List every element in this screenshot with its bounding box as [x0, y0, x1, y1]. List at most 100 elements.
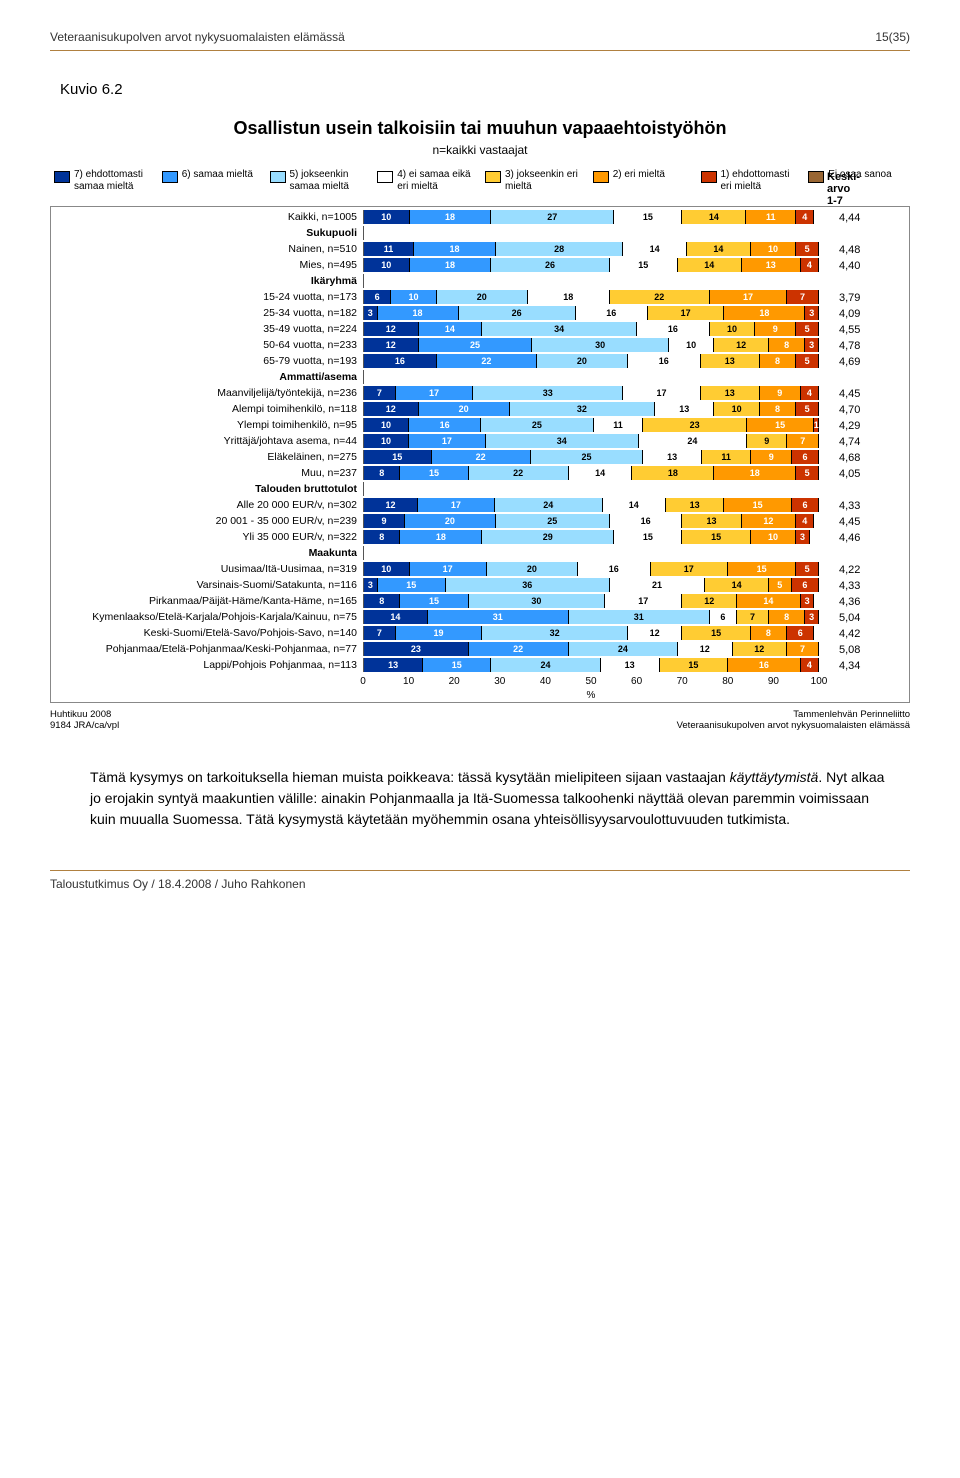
bar-segment: 4 — [796, 210, 814, 224]
bar-segment: 14 — [364, 610, 428, 624]
axis-tick: 70 — [677, 676, 688, 687]
bar-segment: 4 — [801, 658, 819, 672]
legend-item: 5) jokseenkin samaa mieltä — [270, 169, 368, 192]
bar-segment: 9 — [747, 434, 788, 448]
bar-segment: 17 — [623, 386, 700, 400]
bar-segment: 25 — [531, 450, 644, 464]
chart-row: Kaikki, n=100510182715141144,44 — [53, 209, 819, 225]
bar-segment: 32 — [510, 402, 656, 416]
bar-segment: 18 — [632, 466, 714, 480]
chart-legend: 7) ehdottomasti samaa mieltä6) samaa mie… — [50, 169, 910, 192]
row-average: 4,45 — [839, 516, 899, 528]
row-average: 5,04 — [839, 612, 899, 624]
bar-segment: 12 — [678, 642, 733, 656]
chart-row: Lappi/Pohjois Pohjanmaa, n=1131315241315… — [53, 657, 819, 673]
legend-label: 5) jokseenkin samaa mieltä — [290, 169, 368, 192]
chart-row: Yli 35 000 EUR/v, n=3228182915151034,46 — [53, 529, 819, 545]
bar-segment: 18 — [378, 306, 459, 320]
bar-track: 12172414131564,33 — [363, 498, 819, 512]
row-label: Pohjanmaa/Etelä-Pohjanmaa/Keski-Pohjanma… — [53, 643, 363, 655]
bar-segment: 10 — [714, 402, 760, 416]
bar-segment: 8 — [769, 610, 805, 624]
bar-segment: 13 — [643, 450, 702, 464]
bar-segment: 28 — [496, 242, 623, 256]
bar-segment: 23 — [364, 642, 469, 656]
row-label: Mies, n=495 — [53, 259, 363, 271]
bar-track: 10162511231514,29 — [363, 418, 819, 432]
bar-segment: 18 — [400, 530, 482, 544]
bar-segment: 26 — [459, 306, 576, 320]
bar-track: 8182915151034,46 — [363, 530, 819, 544]
bar-segment: 10 — [364, 258, 410, 272]
bar-segment: 14 — [705, 578, 769, 592]
legend-label: 6) samaa mieltä — [182, 169, 253, 181]
bar-segment: 15 — [660, 658, 728, 672]
chart-row: 65-79 vuotta, n=1931622201613854,69 — [53, 353, 819, 369]
row-average: 4,34 — [839, 660, 899, 672]
legend-swatch — [808, 171, 824, 183]
bar-track: 6102018221773,79 — [363, 290, 819, 304]
bar-track: 8153017121434,36 — [363, 594, 819, 608]
bar-track: 719321215864,42 — [363, 626, 819, 640]
header-left: Veteraanisukupolven arvot nykysuomalaist… — [50, 30, 345, 44]
bar-segment: 34 — [482, 322, 637, 336]
bar-segment: 15 — [724, 498, 792, 512]
bar-segment: 17 — [710, 290, 787, 304]
bar-segment: 3 — [801, 594, 815, 608]
bar-segment: 18 — [414, 242, 496, 256]
bar-segment: 12 — [714, 338, 769, 352]
bar-segment: 17 — [651, 562, 728, 576]
row-average: 4,55 — [839, 324, 899, 336]
row-average: 4,42 — [839, 628, 899, 640]
axis-tick: 80 — [722, 676, 733, 687]
bar-segment: 17 — [605, 594, 682, 608]
bar-track: 1225301012834,78 — [363, 338, 819, 352]
chart-footer: Huhtikuu 2008 9184 JRA/ca/vpl Tammenlehv… — [50, 709, 910, 731]
bar-segment: 16 — [578, 562, 651, 576]
chart-row: Alle 20 000 EUR/v, n=30212172414131564,3… — [53, 497, 819, 513]
chart-row: Talouden bruttotulot — [53, 481, 819, 497]
bar-segment: 7 — [364, 626, 396, 640]
legend-swatch — [162, 171, 178, 183]
chart-row: Ammatti/asema — [53, 369, 819, 385]
bar-track — [363, 370, 819, 384]
avg-column-header: Keski-arvo1-7 — [827, 171, 909, 207]
bar-segment: 11 — [746, 210, 796, 224]
chart-row: Alempi toimihenkilö, n=1181220321310854,… — [53, 401, 819, 417]
bar-segment: 15 — [682, 530, 750, 544]
bar-segment: 16 — [576, 306, 648, 320]
chart-row: Maakunta — [53, 545, 819, 561]
row-average: 4,78 — [839, 340, 899, 352]
row-average: 4,05 — [839, 468, 899, 480]
row-average: 5,08 — [839, 644, 899, 656]
bar-segment: 7 — [737, 610, 769, 624]
bar-segment: 4 — [801, 386, 819, 400]
bar-segment: 15 — [400, 594, 468, 608]
row-average: 4,70 — [839, 404, 899, 416]
row-average: 4,22 — [839, 564, 899, 576]
bar-segment: 10 — [364, 418, 409, 432]
row-average: 4,29 — [839, 420, 899, 432]
bar-segment: 5 — [796, 354, 819, 368]
row-average: 4,69 — [839, 356, 899, 368]
bar-segment: 15 — [423, 658, 491, 672]
bar-segment: 27 — [491, 210, 614, 224]
bar-segment: 12 — [364, 322, 419, 336]
bar-track: 10172016171554,22 — [363, 562, 819, 576]
row-average: 4,33 — [839, 580, 899, 592]
row-label: Varsinais-Suomi/Satakunta, n=116 — [53, 579, 363, 591]
bar-segment: 18 — [410, 210, 492, 224]
chart-footer-left-1: Huhtikuu 2008 — [50, 709, 119, 720]
bar-segment: 14 — [603, 498, 666, 512]
bar-segment: 22 — [437, 354, 537, 368]
bar-segment: 18 — [724, 306, 805, 320]
bar-segment: 1 — [814, 418, 819, 432]
bar-segment: 13 — [701, 386, 760, 400]
bar-segment: 21 — [610, 578, 706, 592]
figure-number: Kuvio 6.2 — [60, 81, 910, 98]
bar-track: 3182616171834,09 — [363, 306, 819, 320]
bar-track: 1522251311964,68 — [363, 450, 819, 464]
legend-swatch — [485, 171, 501, 183]
bar-track: 1214341610954,55 — [363, 322, 819, 336]
row-average: 3,79 — [839, 292, 899, 304]
